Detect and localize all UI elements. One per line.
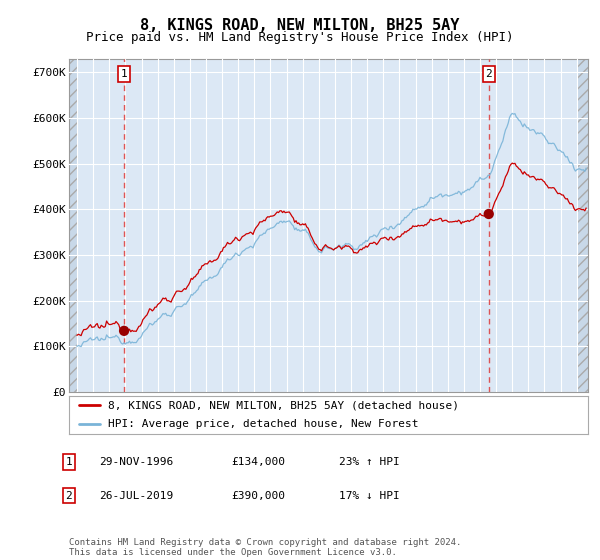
Point <box>484 209 494 218</box>
Text: 8, KINGS ROAD, NEW MILTON, BH25 5AY: 8, KINGS ROAD, NEW MILTON, BH25 5AY <box>140 18 460 34</box>
Text: 2: 2 <box>485 69 492 79</box>
Bar <box>577 59 588 392</box>
Text: 17% ↓ HPI: 17% ↓ HPI <box>339 491 400 501</box>
Text: 8, KINGS ROAD, NEW MILTON, BH25 5AY (detached house): 8, KINGS ROAD, NEW MILTON, BH25 5AY (det… <box>108 400 459 410</box>
Text: 26-JUL-2019: 26-JUL-2019 <box>99 491 173 501</box>
Text: HPI: Average price, detached house, New Forest: HPI: Average price, detached house, New … <box>108 419 418 430</box>
Text: 29-NOV-1996: 29-NOV-1996 <box>99 457 173 467</box>
Text: 1: 1 <box>121 69 127 79</box>
Text: £390,000: £390,000 <box>231 491 285 501</box>
Text: Price paid vs. HM Land Registry's House Price Index (HPI): Price paid vs. HM Land Registry's House … <box>86 31 514 44</box>
Text: 23% ↑ HPI: 23% ↑ HPI <box>339 457 400 467</box>
Text: Contains HM Land Registry data © Crown copyright and database right 2024.
This d: Contains HM Land Registry data © Crown c… <box>69 538 461 557</box>
Text: £134,000: £134,000 <box>231 457 285 467</box>
Point <box>119 326 129 335</box>
Text: 2: 2 <box>65 491 73 501</box>
Text: 1: 1 <box>65 457 73 467</box>
Bar <box>69 59 77 392</box>
